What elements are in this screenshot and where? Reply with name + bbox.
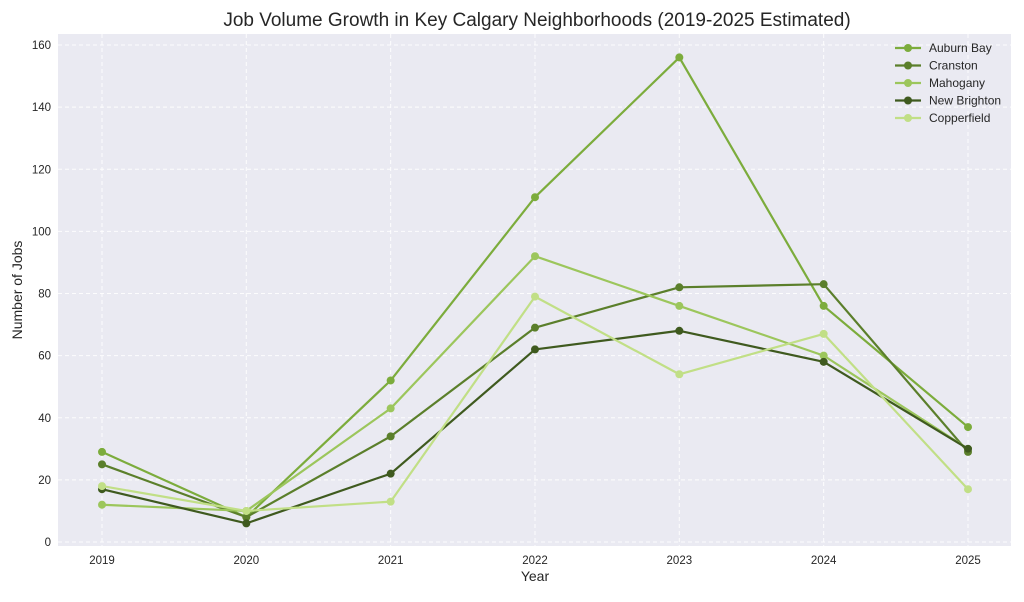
data-point-copperfield xyxy=(242,506,251,515)
series-group xyxy=(98,53,972,528)
legend-label: Copperfield xyxy=(929,111,990,125)
y-tick-label: 80 xyxy=(38,289,51,301)
data-point-mahogany xyxy=(819,351,828,360)
legend-item-new-brighton: New Brighton xyxy=(895,94,1001,108)
legend-item-auburn-bay: Auburn Bay xyxy=(895,41,992,55)
data-point-copperfield xyxy=(98,482,106,491)
x-tick-label: 2019 xyxy=(89,555,115,567)
data-point-cranston xyxy=(531,323,539,332)
data-point-auburn-bay xyxy=(675,53,684,62)
legend: Auburn Bay Cranston Mahogany New Brighton Co… xyxy=(895,41,1001,125)
data-point-mahogany xyxy=(98,500,106,509)
y-tick-labels: 0 20 40 60 80 100 120 140 160 xyxy=(32,40,51,549)
x-tick-label: 2023 xyxy=(667,555,693,567)
legend-swatch-marker xyxy=(904,79,912,87)
data-point-copperfield xyxy=(675,370,684,379)
legend-label: Cranston xyxy=(929,59,978,73)
y-tick-label: 0 xyxy=(45,537,51,549)
y-axis-label: Number of Jobs xyxy=(9,241,25,340)
data-point-cranston xyxy=(819,280,828,289)
data-point-new-brighton xyxy=(531,345,539,354)
y-tick-label: 120 xyxy=(32,164,51,176)
legend-swatch-marker xyxy=(904,44,912,52)
data-point-auburn-bay xyxy=(98,447,106,456)
data-point-copperfield xyxy=(386,497,395,506)
data-point-copperfield xyxy=(964,485,972,494)
y-tick-label: 20 xyxy=(38,475,51,487)
data-point-auburn-bay xyxy=(964,423,972,432)
data-point-new-brighton xyxy=(386,469,395,478)
x-tick-label: 2024 xyxy=(811,555,837,567)
data-point-mahogany xyxy=(675,301,684,310)
data-point-copperfield xyxy=(819,329,828,338)
data-point-auburn-bay xyxy=(531,193,539,202)
legend-label: Mahogany xyxy=(929,76,985,90)
y-tick-label: 60 xyxy=(38,351,51,363)
grid-lines xyxy=(58,34,1011,546)
legend-item-copperfield: Copperfield xyxy=(895,111,990,125)
x-tick-label: 2022 xyxy=(522,555,548,567)
data-point-cranston xyxy=(675,283,684,292)
data-point-mahogany xyxy=(386,404,395,413)
data-point-auburn-bay xyxy=(386,376,395,385)
data-point-cranston xyxy=(98,460,106,469)
x-tick-label: 2025 xyxy=(955,555,981,567)
x-axis-label: Year xyxy=(521,568,550,584)
data-point-new-brighton xyxy=(964,444,972,453)
series-copperfield xyxy=(98,292,972,515)
y-tick-label: 40 xyxy=(38,413,51,425)
data-point-copperfield xyxy=(531,292,539,301)
x-tick-label: 2020 xyxy=(234,555,260,567)
series-new-brighton xyxy=(98,326,972,528)
y-tick-label: 160 xyxy=(32,40,51,52)
data-point-auburn-bay xyxy=(819,301,828,310)
legend-swatch-marker xyxy=(904,61,912,70)
data-point-new-brighton xyxy=(675,326,684,335)
data-point-cranston xyxy=(386,432,395,441)
y-tick-label: 100 xyxy=(32,226,51,238)
data-point-mahogany xyxy=(531,252,539,261)
x-tick-label: 2021 xyxy=(378,555,404,567)
data-point-new-brighton xyxy=(819,357,828,366)
x-tick-labels: 2019 2020 2021 2022 2023 2024 2025 xyxy=(89,555,981,567)
legend-item-mahogany: Mahogany xyxy=(895,76,985,90)
legend-swatch-marker xyxy=(904,96,912,105)
legend-item-cranston: Cranston xyxy=(895,59,978,73)
data-point-new-brighton xyxy=(242,519,251,528)
y-tick-label: 140 xyxy=(32,102,51,114)
chart-title: Job Volume Growth in Key Calgary Neighbo… xyxy=(223,10,850,31)
legend-swatch-marker xyxy=(904,114,912,122)
legend-label: Auburn Bay xyxy=(929,41,992,55)
data-point-cranston xyxy=(242,513,251,522)
legend-label: New Brighton xyxy=(929,94,1001,108)
